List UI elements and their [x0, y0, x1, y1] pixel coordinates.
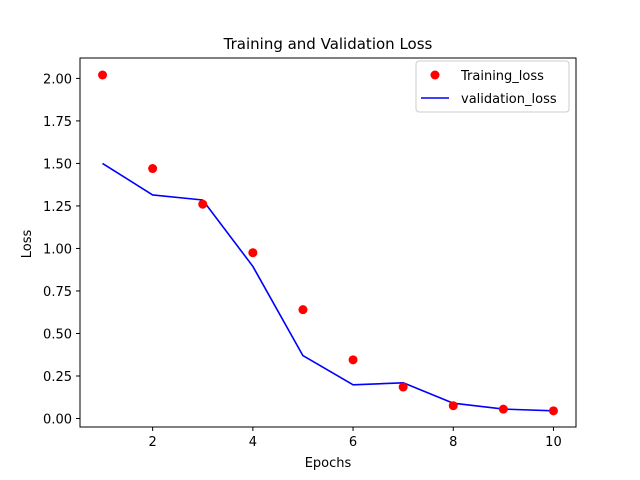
- training-loss-point-6: [348, 355, 358, 365]
- y-axis-label: Loss: [20, 230, 35, 259]
- y-tick-label-0.75: 0.75: [43, 285, 72, 300]
- y-tick-label-2.00: 2.00: [43, 72, 72, 87]
- validation-loss-line: [102, 162, 554, 412]
- x-tick-label-6: 6: [349, 435, 357, 450]
- training-loss-point-2: [148, 164, 158, 174]
- plot-area: 2 4 6 8 10 0.00 0.25 0.50 0.75 1.00 1.25 1.50 1.75 2.…: [43, 57, 577, 450]
- legend-validation-label: validation_loss: [461, 92, 557, 107]
- y-tick-label-0.25: 0.25: [43, 370, 72, 385]
- training-loss-point-10: [548, 406, 558, 416]
- y-tick-label-1.00: 1.00: [43, 242, 72, 257]
- y-tick-label-0.00: 0.00: [43, 412, 72, 427]
- x-axis-label: Epochs: [305, 456, 352, 471]
- legend-training-label: Training_loss: [460, 69, 544, 84]
- legend-training-marker: [430, 70, 440, 80]
- y-tick-label-1.75: 1.75: [43, 115, 72, 130]
- y-tick-label-1.25: 1.25: [43, 200, 72, 215]
- training-loss-point-4: [248, 248, 258, 258]
- training-loss-point-5: [298, 305, 308, 315]
- y-tick-label-0.50: 0.50: [43, 327, 72, 342]
- x-tick-label-8: 8: [449, 435, 457, 450]
- axes-frame: [79, 57, 577, 428]
- training-loss-point-1: [98, 70, 108, 80]
- training-loss-point-3: [198, 199, 208, 209]
- chart-title: Training and Validation Loss: [223, 35, 433, 53]
- x-tick-label-10: 10: [545, 435, 562, 450]
- legend: Training_loss validation_loss: [415, 60, 570, 113]
- training-loss-point-8: [448, 401, 458, 411]
- x-tick-label-4: 4: [249, 435, 257, 450]
- training-loss-point-9: [498, 404, 508, 414]
- legend-frame: [415, 60, 570, 113]
- y-tick-label-1.50: 1.50: [43, 157, 72, 172]
- x-tick-label-2: 2: [149, 435, 157, 450]
- training-loss-point-7: [398, 382, 408, 392]
